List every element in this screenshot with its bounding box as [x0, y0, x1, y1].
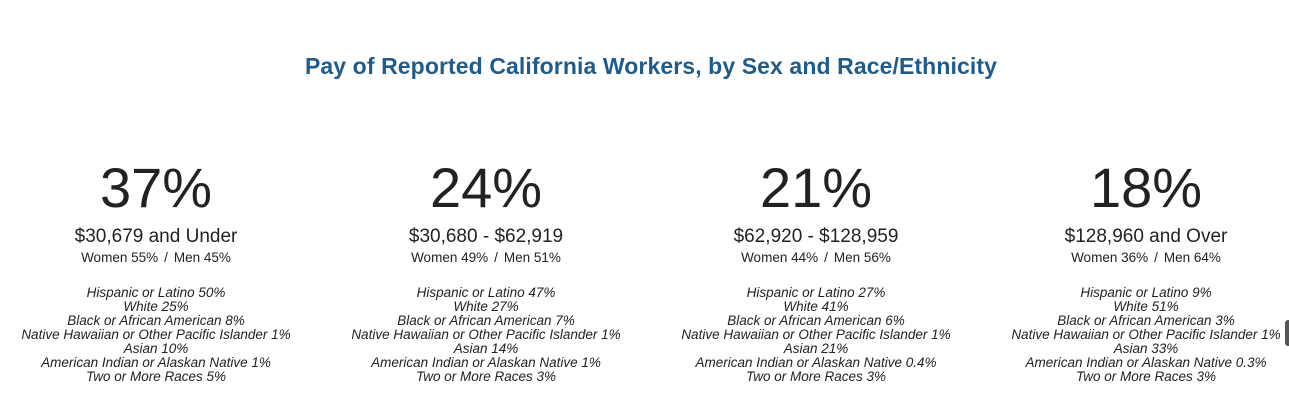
race-item: Asian 21% — [783, 341, 849, 356]
sex-breakdown: Women 36% / Men 64% — [981, 249, 1289, 267]
race-item: Two or More Races 5% — [85, 369, 227, 384]
race-item: Hispanic or Latino 50% — [86, 285, 226, 300]
race-item: Native Hawaiian or Other Pacific Islande… — [681, 327, 951, 342]
race-item: Black or African American 8% — [67, 313, 245, 328]
race-item: White 51% — [1113, 299, 1179, 314]
men-share: Men 64% — [1163, 250, 1221, 265]
men-share: Men 45% — [173, 250, 231, 265]
pay-group-3: 21% $62,920 - $128,959 Women 44% / Men 56%… — [651, 150, 981, 384]
race-breakdown: Hispanic or Latino 47% White 27% Black o… — [321, 286, 651, 384]
race-item: Hispanic or Latino 27% — [746, 285, 886, 300]
race-item: Two or More Races 3% — [1075, 369, 1217, 384]
separator: / — [164, 250, 168, 265]
women-share: Women 44% — [741, 250, 819, 265]
women-share: Women 49% — [411, 250, 489, 265]
race-item: Native Hawaiian or Other Pacific Islande… — [1011, 327, 1281, 342]
pay-range: $30,679 and Under — [74, 226, 238, 247]
race-item: White 27% — [453, 299, 519, 314]
race-item: American Indian or Alaskan Native 0.3% — [1025, 355, 1267, 370]
race-item: American Indian or Alaskan Native 1% — [371, 355, 601, 370]
separator: / — [824, 250, 828, 265]
scroll-handle[interactable] — [1285, 320, 1289, 346]
race-breakdown: Hispanic or Latino 9% White 51% Black or… — [981, 286, 1289, 384]
race-item: Two or More Races 3% — [745, 369, 887, 384]
chart-title: Pay of Reported California Workers, by S… — [304, 53, 998, 79]
men-share: Men 56% — [833, 250, 891, 265]
race-item: Asian 10% — [123, 341, 189, 356]
pay-range: $30,680 - $62,919 — [408, 226, 564, 247]
pay-range: $128,960 and Over — [1064, 226, 1228, 247]
race-item: Native Hawaiian or Other Pacific Islande… — [351, 327, 621, 342]
pay-range: $62,920 - $128,959 — [733, 226, 899, 247]
women-share: Women 36% — [1071, 250, 1149, 265]
race-item: Asian 33% — [1113, 341, 1179, 356]
men-share: Men 51% — [503, 250, 561, 265]
race-item: Two or More Races 3% — [415, 369, 557, 384]
pay-group-4: 18% $128,960 and Over Women 36% / Men 64% … — [981, 150, 1289, 384]
race-item: Asian 14% — [453, 341, 519, 356]
share-percent: 37% — [99, 156, 213, 219]
pay-group-2: 24% $30,680 - $62,919 Women 49% / Men 51% … — [321, 150, 651, 384]
race-breakdown: Hispanic or Latino 27% White 41% Black o… — [651, 286, 981, 384]
pay-group-1: 37% $30,679 and Under Women 55% / Men 45% … — [0, 150, 321, 384]
race-item: American Indian or Alaskan Native 1% — [41, 355, 271, 370]
women-share: Women 55% — [81, 250, 159, 265]
race-item: Black or African American 3% — [1057, 313, 1235, 328]
race-item: Native Hawaiian or Other Pacific Islande… — [21, 327, 291, 342]
share-percent: 24% — [429, 156, 543, 219]
race-item: Black or African American 7% — [397, 313, 575, 328]
race-item: White 41% — [783, 299, 849, 314]
sex-breakdown: Women 44% / Men 56% — [651, 249, 981, 267]
share-percent: 21% — [759, 156, 873, 219]
separator: / — [494, 250, 498, 265]
race-item: White 25% — [123, 299, 189, 314]
race-item: Black or African American 6% — [727, 313, 905, 328]
share-percent: 18% — [1089, 156, 1203, 219]
race-item: Hispanic or Latino 9% — [1080, 285, 1212, 300]
sex-breakdown: Women 55% / Men 45% — [0, 249, 321, 267]
race-item: Hispanic or Latino 47% — [416, 285, 556, 300]
sex-breakdown: Women 49% / Men 51% — [321, 249, 651, 267]
separator: / — [1154, 250, 1158, 265]
race-breakdown: Hispanic or Latino 50% White 25% Black o… — [0, 286, 321, 384]
race-item: American Indian or Alaskan Native 0.4% — [695, 355, 937, 370]
